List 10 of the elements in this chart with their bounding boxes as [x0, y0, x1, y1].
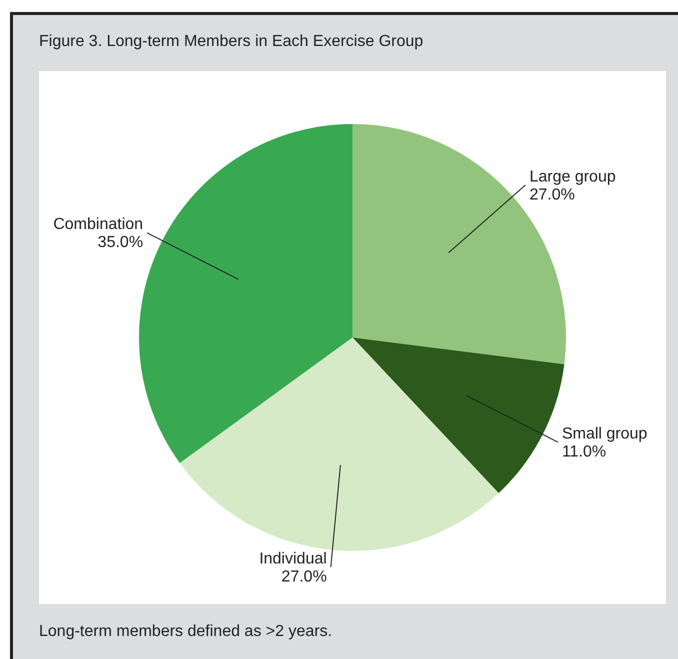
chart-title: Figure 3. Long-term Members in Each Exercise Group [39, 33, 424, 51]
slice-label: Individual [259, 550, 327, 568]
slice-label: Large group [529, 168, 616, 186]
text: Long-term members defined as >2 years. [39, 623, 332, 641]
slice-label: Combination [53, 216, 144, 234]
slice-label: Small group [562, 426, 648, 443]
data-label: 35.0% [98, 234, 144, 252]
data-label: 11.0% [562, 444, 606, 461]
data-label: 27.0% [281, 568, 327, 586]
data-label: 27.0% [529, 186, 575, 204]
